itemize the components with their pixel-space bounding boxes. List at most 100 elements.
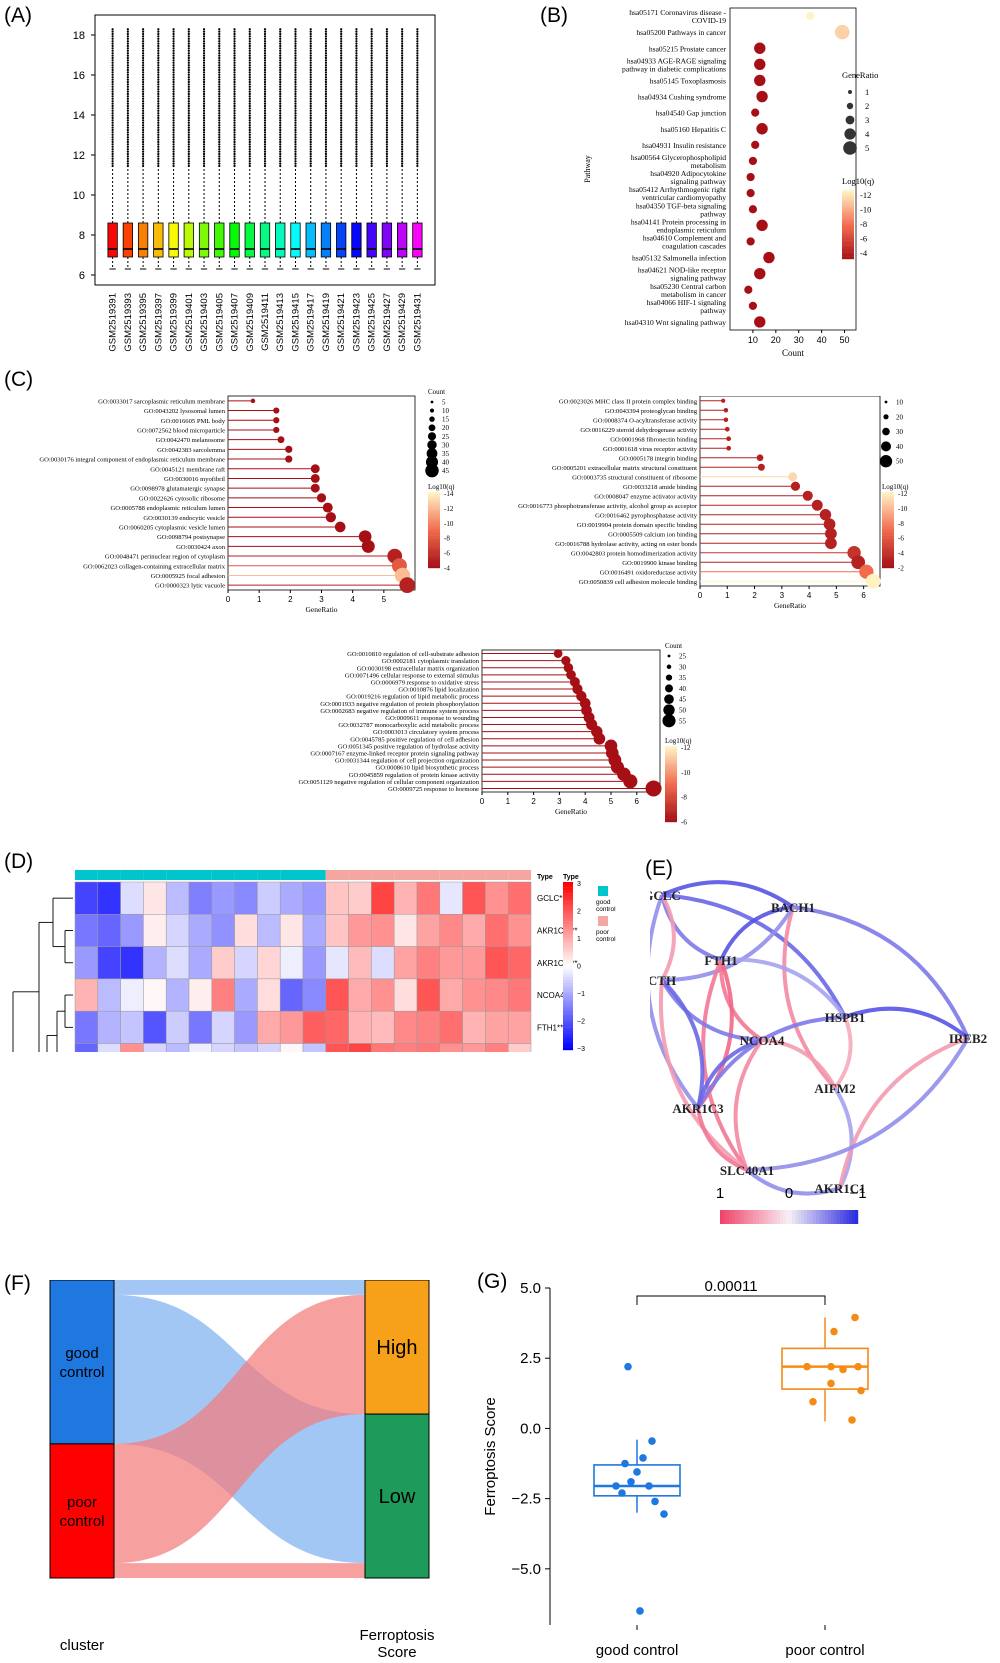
outlier-point xyxy=(248,150,251,153)
outlier-point xyxy=(263,143,267,146)
x-tick-label: GSM2519425 xyxy=(367,293,378,352)
outlier-point xyxy=(385,97,389,100)
heatmap-cell xyxy=(234,1043,258,1052)
box xyxy=(229,222,240,258)
color-legend-step xyxy=(428,497,440,500)
outlier-point xyxy=(111,64,114,67)
lollipop-dot xyxy=(825,537,837,550)
heatmap-cell xyxy=(371,1010,395,1044)
outlier-point xyxy=(141,109,145,112)
outlier-point xyxy=(111,128,114,132)
outlier-point xyxy=(385,37,389,40)
term-label: GO:0098978 glutamatergic synapse xyxy=(130,486,225,493)
outlier-point xyxy=(401,145,404,148)
heat-legend-step xyxy=(563,932,573,936)
outlier-point xyxy=(187,152,190,156)
outlier-point xyxy=(187,59,190,62)
outlier-point xyxy=(126,49,129,52)
outlier-point xyxy=(340,152,343,156)
outlier-point xyxy=(111,40,114,43)
outlier-point xyxy=(401,124,404,127)
outlier-point xyxy=(370,40,373,43)
heat-legend-step xyxy=(563,966,573,969)
outlier-point xyxy=(401,100,404,103)
outlier-point xyxy=(416,116,419,120)
outlier-point xyxy=(355,100,358,103)
outlier-point xyxy=(385,92,389,96)
outlier-point xyxy=(385,40,389,43)
outlier-point xyxy=(233,68,236,72)
outlier-point xyxy=(248,145,251,148)
outlier-point xyxy=(126,148,129,151)
x-tick-label: GSM2519415 xyxy=(290,293,301,352)
outlier-point xyxy=(355,52,358,55)
outlier-point xyxy=(187,35,190,38)
lollipop-dot xyxy=(361,539,375,553)
outlier-point xyxy=(202,92,206,96)
outlier-point xyxy=(202,40,206,43)
pathway-point xyxy=(748,156,758,166)
outlier-point xyxy=(187,40,190,43)
outlier-point xyxy=(172,85,175,88)
lollipop-dot xyxy=(851,555,866,570)
outlier-point xyxy=(263,114,267,117)
outlier-point xyxy=(202,100,206,103)
x-tick-label: 0 xyxy=(226,595,231,604)
outlier-point xyxy=(172,133,175,136)
sample-point xyxy=(648,1437,656,1445)
sample-point xyxy=(660,1510,668,1518)
size-legend-label: 5 xyxy=(442,399,446,407)
correlation-scale-step xyxy=(855,1210,859,1224)
color-legend-step xyxy=(665,747,677,750)
term-label: GO:0031344 regulation of cell projection… xyxy=(335,758,480,765)
color-legend-step xyxy=(665,761,677,764)
pathway-point xyxy=(756,123,768,135)
outlier-point xyxy=(385,150,389,153)
size-legend-dot xyxy=(664,694,674,705)
heatmap-cell xyxy=(257,978,281,1012)
color-legend-step xyxy=(842,249,854,253)
color-legend-step xyxy=(665,774,677,777)
outlier-point xyxy=(157,76,160,79)
heatmap-cell xyxy=(485,881,509,915)
x-tick-label: 2 xyxy=(288,595,293,604)
row-dendrogram xyxy=(12,897,73,1052)
outlier-point xyxy=(309,114,312,117)
outlier-point xyxy=(218,148,221,151)
outlier-point xyxy=(202,148,206,151)
outlier-point xyxy=(248,37,251,40)
x-tick-label: 5 xyxy=(834,591,839,600)
outlier-point xyxy=(294,80,297,84)
outlier-point xyxy=(340,59,343,62)
correlation-edge xyxy=(733,1038,764,1171)
sample-box xyxy=(107,28,118,270)
outlier-point xyxy=(340,83,343,86)
color-legend-step xyxy=(665,772,677,775)
correlation-scale-step xyxy=(732,1210,736,1224)
outlier-point xyxy=(126,121,129,124)
outlier-point xyxy=(370,114,373,117)
outlier-point xyxy=(111,121,114,124)
pathway-point xyxy=(751,140,760,149)
color-legend-step xyxy=(428,543,440,546)
outlier-point xyxy=(279,97,282,100)
heatmap-cell xyxy=(188,946,213,980)
heat-legend-step xyxy=(563,1038,573,1042)
correlation-scale-step xyxy=(768,1210,772,1224)
color-legend-label: -6 xyxy=(860,234,867,244)
outlier-point xyxy=(218,90,221,93)
outlier-point xyxy=(218,162,221,165)
heat-legend-step xyxy=(563,946,573,950)
outlier-point xyxy=(172,128,175,132)
sample-box xyxy=(320,28,332,270)
outlier-point xyxy=(141,68,145,72)
outlier-point xyxy=(233,66,236,69)
color-legend-step xyxy=(842,226,854,230)
x-tick-label: GSM2519397 xyxy=(153,293,164,352)
outlier-point xyxy=(294,157,297,160)
outlier-point xyxy=(401,28,404,31)
outlier-point xyxy=(218,121,221,124)
outlier-point xyxy=(187,71,190,74)
